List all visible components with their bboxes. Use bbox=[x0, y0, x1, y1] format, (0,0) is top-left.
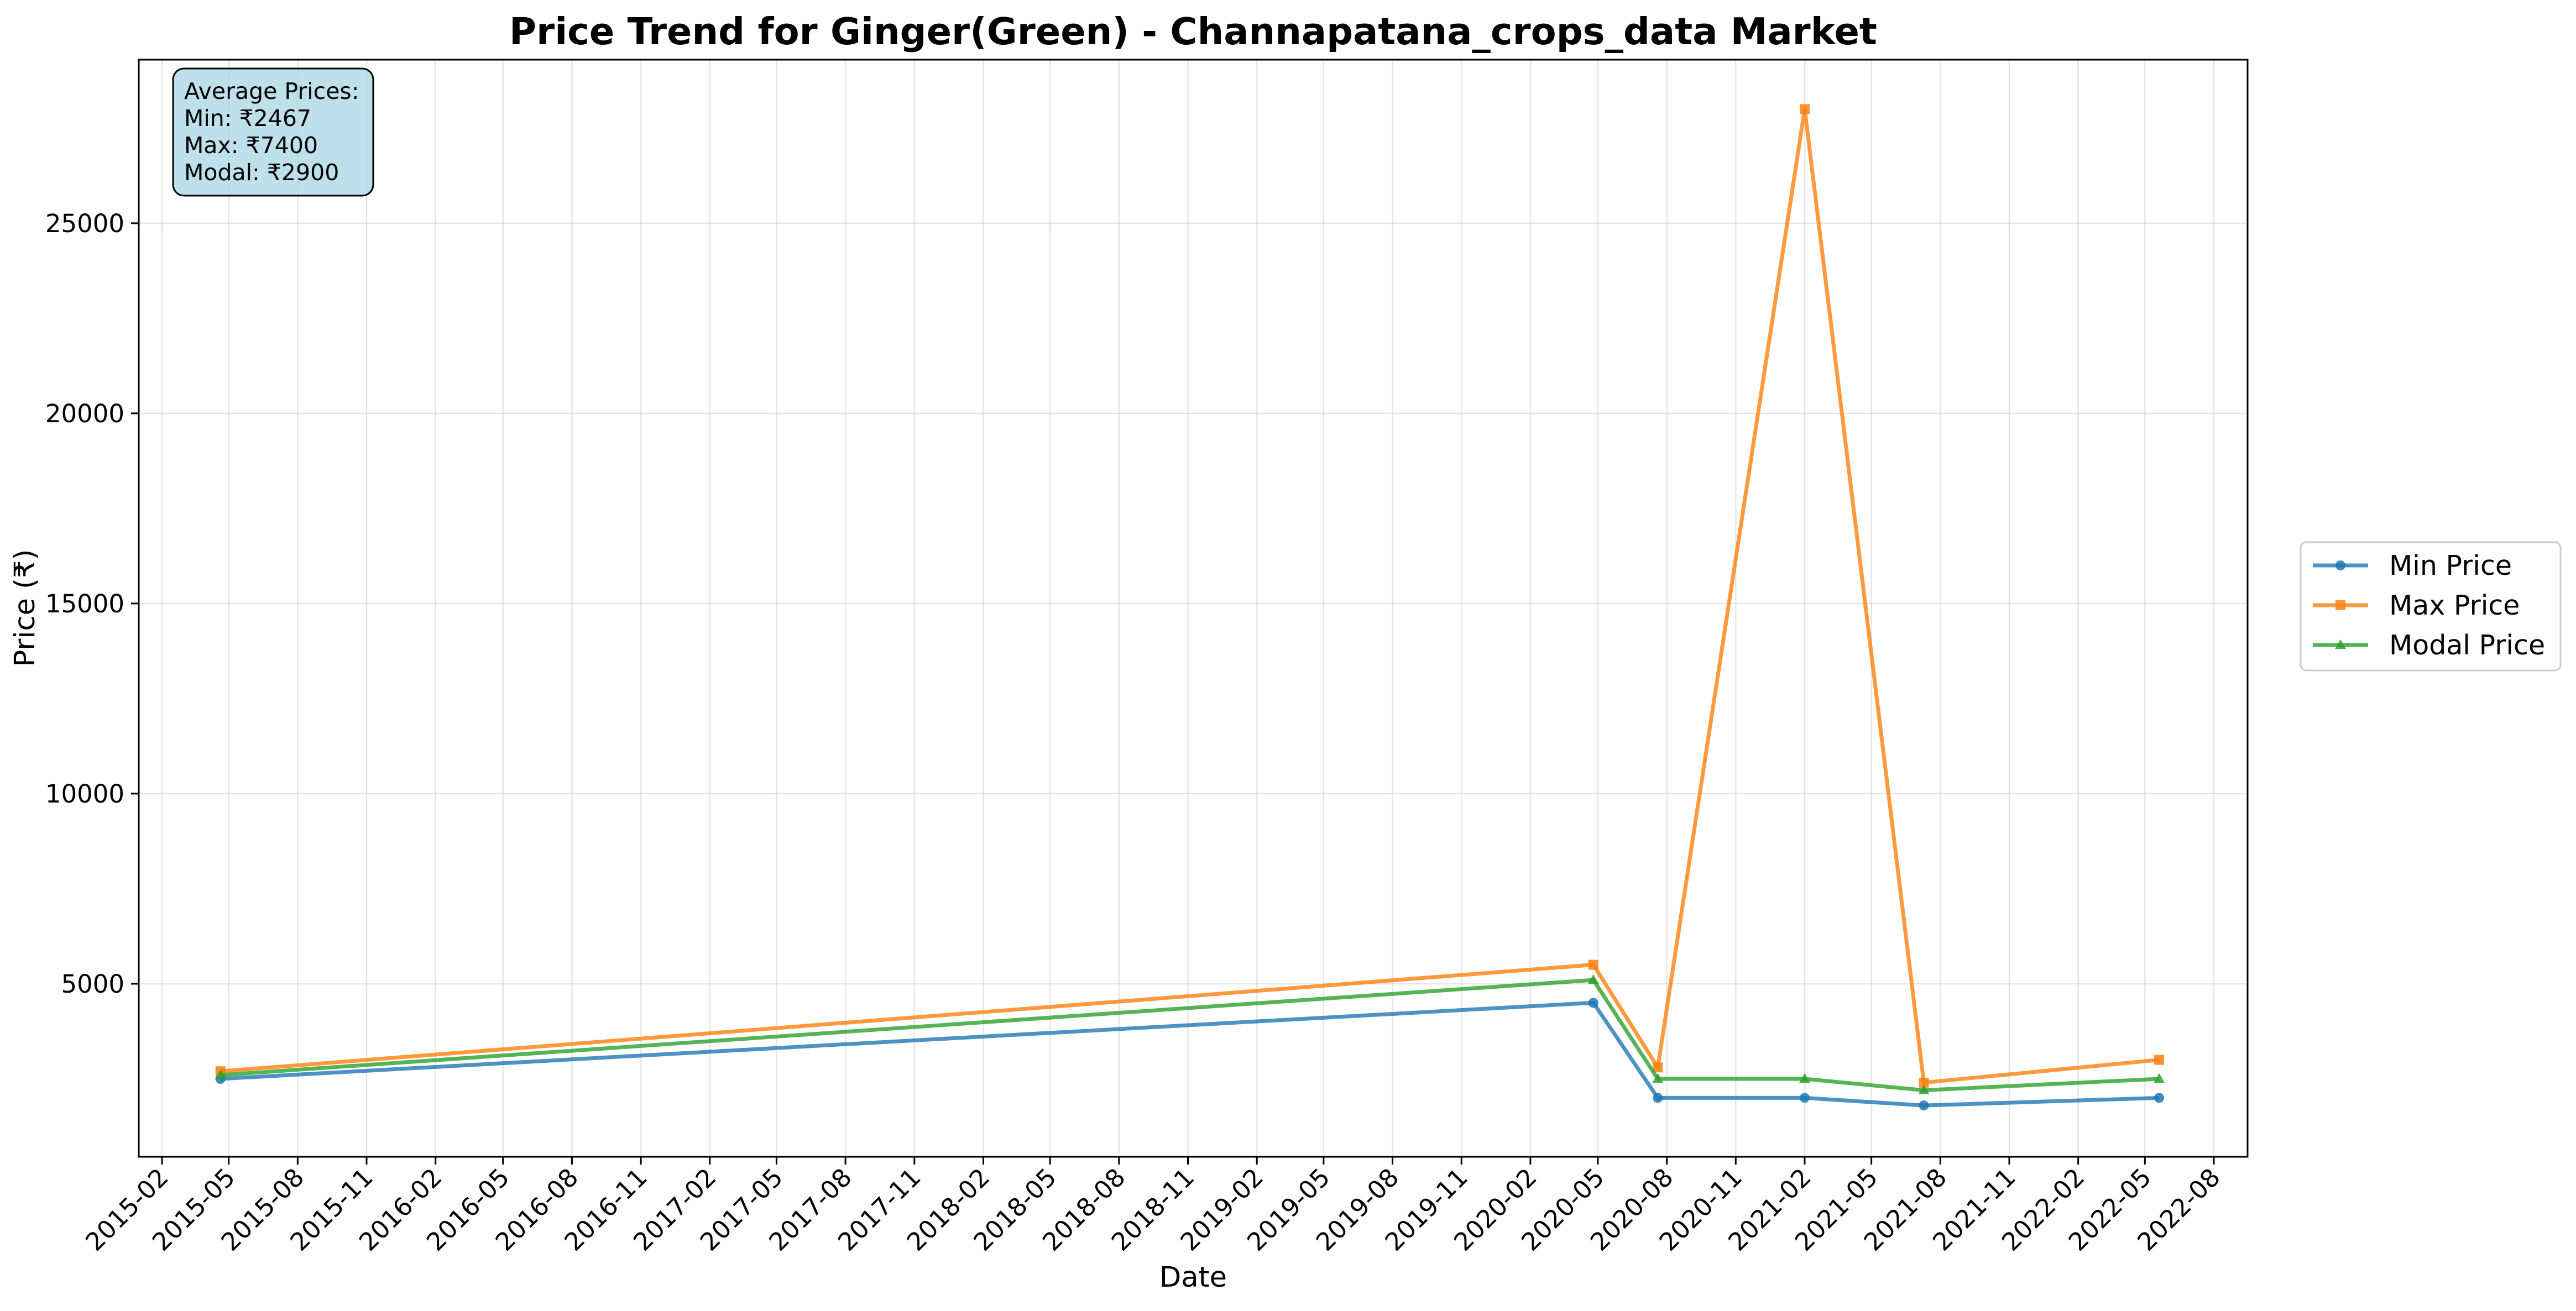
series-layer bbox=[215, 104, 2165, 1111]
average-min-price: Min: ₹2467 bbox=[184, 105, 311, 132]
modal-price-legend-marker bbox=[2335, 639, 2346, 649]
min-price-point bbox=[1919, 1100, 1929, 1111]
average-prices-box-background bbox=[172, 67, 374, 197]
average-max-price: Max: ₹7400 bbox=[184, 132, 318, 159]
chart-title: Price Trend for Ginger(Green) - Channapa… bbox=[509, 10, 1877, 53]
min-price-point bbox=[1653, 1093, 1663, 1103]
max-price-point bbox=[1653, 1062, 1663, 1073]
y-tick-label: 15000 bbox=[45, 589, 124, 618]
max-price-legend-label: Max Price bbox=[2389, 590, 2520, 621]
modal-price-point bbox=[1652, 1073, 1664, 1083]
min-price-point bbox=[2154, 1093, 2165, 1103]
max-price-legend-marker bbox=[2335, 600, 2345, 610]
legend-frame bbox=[2300, 541, 2562, 672]
min-price-point bbox=[1588, 998, 1598, 1008]
modal-price-point bbox=[2154, 1073, 2165, 1083]
min-price-legend-label: Min Price bbox=[2389, 550, 2512, 581]
modal-price-line bbox=[220, 978, 2160, 1093]
x-axis-title: Date bbox=[1159, 1261, 1227, 1294]
modal-price-point bbox=[1799, 1073, 1810, 1083]
grid-layer bbox=[139, 60, 2248, 1157]
plot-frame bbox=[138, 59, 2249, 1158]
y-axis-title: Price (₹) bbox=[9, 549, 41, 667]
modal-price-point bbox=[1587, 974, 1599, 984]
max-price-point bbox=[1799, 104, 1810, 114]
min-price-point bbox=[1799, 1093, 1810, 1103]
y-tick-label: 25000 bbox=[45, 209, 124, 238]
modal-price-legend-label: Modal Price bbox=[2389, 630, 2545, 661]
max-price-line bbox=[220, 107, 2160, 1085]
modal-price-point bbox=[215, 1069, 226, 1079]
min-price-line bbox=[220, 1000, 2160, 1108]
legend: Min Price Max Price Modal Price bbox=[2300, 541, 2562, 672]
min-price-legend-marker bbox=[2335, 560, 2345, 570]
average-prices-heading: Average Prices: bbox=[184, 78, 359, 104]
max-price-point bbox=[1588, 959, 1598, 970]
y-tick-label: 10000 bbox=[45, 779, 124, 809]
max-price-point bbox=[1919, 1077, 1929, 1088]
max-price-point bbox=[2154, 1055, 2165, 1065]
modal-price-point bbox=[1918, 1084, 1930, 1094]
average-prices-box: Average Prices: Min: ₹2467 Max: ₹7400 Mo… bbox=[172, 67, 374, 197]
ticks-layer: 2015-022015-052015-082015-112016-022016-… bbox=[45, 209, 2226, 1257]
y-tick-label: 5000 bbox=[61, 969, 124, 999]
average-modal-price: Modal: ₹2900 bbox=[184, 159, 339, 186]
y-tick-label: 20000 bbox=[45, 399, 124, 428]
